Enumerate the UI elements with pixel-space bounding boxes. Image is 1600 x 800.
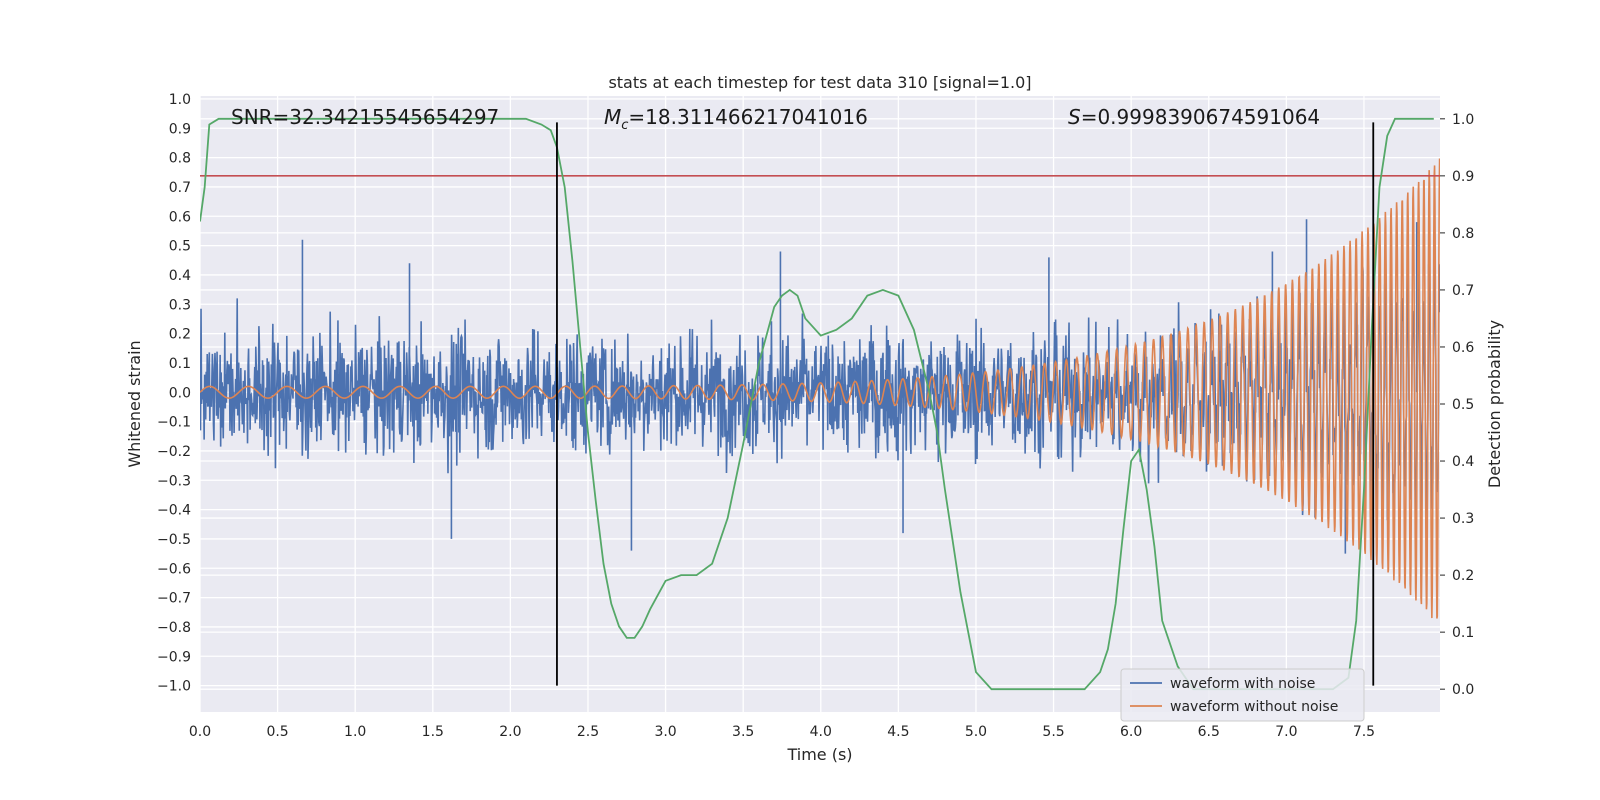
y2-axis-ticks: 1.0 0.9 0.8 0.7 0.6 0.5 0.4 0.3 0.2 0.1 0.0	[1440, 112, 1474, 698]
y-tick-label: −0.4	[157, 503, 191, 519]
detection-boundaries	[556, 122, 1375, 686]
y2-tick-label: 0.0	[1452, 682, 1474, 698]
y-tick-label: −0.1	[157, 415, 191, 431]
y-tick-label: 0.1	[169, 356, 191, 372]
x-axis-ticks: 0.0 0.5 1.0 1.5 2.0 2.5 3.0 3.5 4.0 4.5 5.0 5.5 6.0 6…	[189, 724, 1375, 740]
x-tick-label: 4.0	[810, 724, 832, 740]
y-tick-label: 0.4	[169, 268, 191, 284]
y-tick-label: −1.0	[157, 679, 191, 695]
x-tick-label: 6.0	[1120, 724, 1142, 740]
legend-label-without-noise: waveform without noise	[1170, 699, 1338, 715]
chirp-mass-annotation: Mc=18.311466217041016	[604, 105, 868, 133]
x-tick-label: 0.5	[266, 724, 288, 740]
series-waveform-without-noise	[200, 158, 1440, 619]
x-tick-label: 3.0	[654, 724, 676, 740]
y-tick-label: −0.7	[157, 591, 191, 607]
y-tick-label: 0.2	[169, 327, 191, 343]
legend: waveform with noise waveform without noi…	[1120, 668, 1365, 722]
x-tick-label: 7.5	[1353, 724, 1375, 740]
x-tick-label: 4.5	[887, 724, 909, 740]
x-tick-label: 7.0	[1275, 724, 1297, 740]
y-tick-label: 0.8	[169, 151, 191, 167]
y-tick-label: 0.5	[169, 239, 191, 255]
snr-annotation: SNR=32.34215545654297	[231, 105, 499, 129]
x-tick-label: 2.5	[577, 724, 599, 740]
legend-label-with-noise: waveform with noise	[1170, 676, 1315, 692]
y2-tick-label: 0.8	[1452, 226, 1474, 242]
y2-tick-label: 0.5	[1452, 397, 1474, 413]
chirp-mass-value: =18.311466217041016	[628, 105, 867, 129]
x-tick-label: 5.0	[965, 724, 987, 740]
y2-tick-label: 0.3	[1452, 511, 1474, 527]
y-axis-ticks: 1.0 0.9 0.8 0.7 0.6 0.5 0.4 0.3 0.2 0.1 0.0 −0.1 −0.…	[157, 92, 191, 695]
x-axis-label: Time (s)	[786, 745, 852, 764]
score-symbol: S	[1068, 105, 1081, 129]
y2-tick-label: 0.9	[1452, 169, 1474, 185]
x-tick-label: 0.0	[189, 724, 211, 740]
y-tick-label: 0.0	[169, 385, 191, 401]
y-tick-label: 0.9	[169, 121, 191, 137]
y-tick-label: −0.8	[157, 620, 191, 636]
y-tick-label: 1.0	[169, 92, 191, 108]
x-tick-label: 2.0	[499, 724, 521, 740]
y-axis-label: Whitened strain	[125, 340, 144, 467]
y2-tick-label: 0.4	[1452, 454, 1474, 470]
y-tick-label: −0.3	[157, 473, 191, 489]
y-tick-label: −0.5	[157, 532, 191, 548]
score-annotation: S=0.9998390674591064	[1068, 105, 1320, 129]
x-tick-label: 6.5	[1198, 724, 1220, 740]
x-tick-label: 1.0	[344, 724, 366, 740]
y-tick-label: 0.3	[169, 297, 191, 313]
y-tick-label: −0.9	[157, 649, 191, 665]
y2-tick-label: 0.7	[1452, 283, 1474, 299]
y2-tick-label: 0.2	[1452, 568, 1474, 584]
legend-box	[1120, 668, 1365, 722]
score-value: =0.9998390674591064	[1081, 105, 1320, 129]
y2-tick-label: 0.1	[1452, 625, 1474, 641]
y2-tick-label: 0.6	[1452, 340, 1474, 356]
y2-axis-label: Detection probability	[1485, 320, 1504, 488]
chirp-mass-subscript: c	[621, 118, 628, 133]
y2-tick-label: 1.0	[1452, 112, 1474, 128]
chart-title: stats at each timestep for test data 310…	[608, 73, 1031, 92]
x-tick-label: 1.5	[422, 724, 444, 740]
y-tick-label: 0.7	[169, 180, 191, 196]
y-tick-label: 0.6	[169, 209, 191, 225]
x-tick-label: 3.5	[732, 724, 754, 740]
chirp-mass-symbol: M	[604, 105, 621, 129]
y-tick-label: −0.2	[157, 444, 191, 460]
y-tick-label: −0.6	[157, 561, 191, 577]
x-tick-label: 5.5	[1042, 724, 1064, 740]
